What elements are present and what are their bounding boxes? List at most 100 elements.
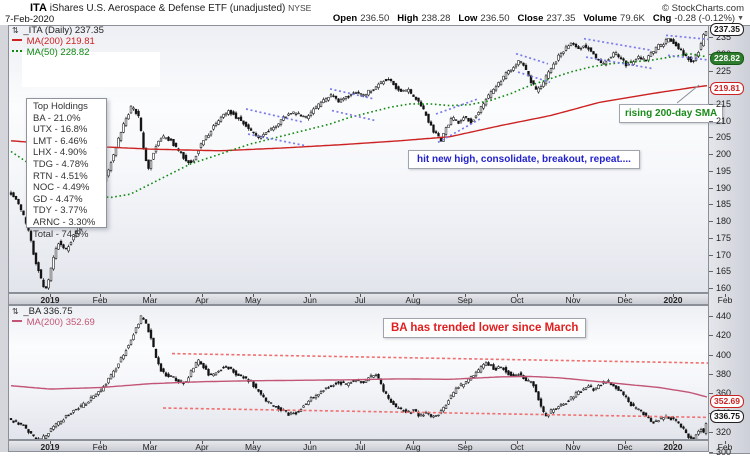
x-axis-month-label: 2019 [40,442,60,452]
ba-trend-annotation: BA has trended lower since March [383,318,587,338]
y-axis-label: 185 [716,199,732,210]
y-axis-label: 225 [716,65,732,76]
y-axis-label: 235 [716,32,732,42]
chart-header: ITA iShares U.S. Aerospace & Defense ETF… [30,2,311,14]
x-axis-tick [50,294,51,297]
price-style-icon: ⇅ [12,26,19,35]
x-axis-tick [625,294,626,297]
x-axis-month-label: Nov [565,442,581,452]
main-ma50-legend: MA(50) 228.82 [26,47,90,58]
y-axis-label: 360 [716,388,732,399]
y-axis-tick [709,103,713,105]
y-axis-tick [709,271,713,273]
y-axis-tick [709,170,713,172]
x-axis-month-label: Jun [303,442,317,452]
x-axis-month-label: 2020 [663,442,683,452]
x-axis-month-label: Apr [195,442,209,452]
y-axis-tick [709,37,713,38]
x-axis-month-label: Jun [303,295,317,305]
quote-value: 79.6K [620,13,645,24]
x-axis-tick [465,441,466,444]
breakout-annotation: hit new high, consolidate, breakout, rep… [408,150,640,169]
y-axis-tick [709,393,713,395]
y-axis-label: 200 [716,149,732,160]
y-axis-tick [709,120,713,122]
x-axis-tick [253,294,254,297]
ma200-line-swatch-icon [12,39,22,41]
x-axis-month-label: Apr [195,295,209,305]
x-axis-tick [50,441,51,444]
x-axis-month-label: May [244,295,262,305]
x-axis-tick [625,441,626,444]
price-axis-column [709,25,750,454]
x-axis-tick [360,441,361,444]
ba-legend: ⇅ _BA 336.75 MA(200) 352.69 [12,307,95,329]
holding-item: TDY - 3.77% [33,205,88,217]
x-axis-tick [725,294,726,297]
x-axis-tick [360,294,361,297]
y-axis-tick [709,187,713,189]
quote-summary: Open 236.50 High 238.28 Low 236.50 Close 237.35… [325,13,744,24]
y-axis-tick [709,204,713,206]
y-axis-label: 170 [716,249,732,260]
x-axis-tick [202,441,203,444]
main-symbol-legend: _ITA (Daily) 237.35 [23,25,104,36]
price-tag: 237.35 [710,23,744,37]
x-axis-month-label: Feb [92,295,108,305]
y-axis-tick [709,451,713,453]
y-axis-label: 300 [716,446,732,457]
exchange-label: NYSE [288,3,312,13]
x-axis-month-label: Aug [405,295,421,305]
holding-item: LMT - 6.46% [33,135,88,147]
quote-label: Open [332,13,358,24]
ba-symbol-legend: _BA 336.75 [23,306,73,317]
left-margin-strip [0,25,8,452]
x-axis-month-label: Aug [405,442,421,452]
x-axis-tick [310,294,311,297]
y-axis-label: 180 [716,216,732,227]
x-axis-month-label: Sep [457,295,473,305]
y-axis-label: 400 [716,349,732,360]
holding-item: UTX - 16.8% [33,124,88,136]
x-axis-tick [517,294,518,297]
x-axis-month-label: Feb [717,442,733,452]
ticker-symbol: ITA [30,2,47,14]
y-axis-label: 420 [716,330,732,341]
y-axis-label: 160 [716,283,732,293]
y-axis-label: 205 [716,132,732,143]
holding-item: LHX - 4.90% [33,147,87,159]
x-axis-tick [573,294,574,297]
x-axis-tick [465,294,466,297]
y-axis-tick [709,288,713,289]
holding-item: GD - 4.47% [33,193,83,205]
ba-x-axis-strip [8,440,709,452]
quote-value: -0.28 (-0.12%) [674,13,736,24]
y-axis-label: 190 [716,182,732,193]
x-axis-tick [150,441,151,444]
ba-plot-area[interactable] [8,305,709,440]
y-axis-label: 210 [716,115,732,126]
quote-value: 236.50 [360,13,390,24]
x-axis-tick [413,294,414,297]
y-axis-tick [709,221,713,223]
x-axis-tick [202,294,203,297]
holding-item: BA - 21.0% [33,112,81,124]
main-ma200-legend: MA(200) 219.81 [26,36,95,47]
x-axis-tick [725,441,726,444]
quote-label: Low [458,13,478,24]
x-axis-month-label: Dec [617,295,633,305]
x-axis-month-label: Sep [457,442,473,452]
y-axis-label: 440 [716,310,732,321]
y-axis-label: 195 [716,165,732,176]
x-axis-month-label: Oct [510,295,524,305]
y-axis-tick [709,432,713,434]
security-name: iShares U.S. Aerospace & Defense ETF (un… [49,3,286,14]
x-axis-month-label: Feb [717,295,733,305]
price-tag: 219.81 [710,81,744,95]
y-axis-label: 320 [716,427,732,438]
y-axis-tick [709,237,713,239]
top-holdings-box: Top Holdings BA - 21.0% UTX - 16.8% LMT - … [26,98,107,240]
y-axis-tick [709,70,713,72]
x-axis-month-label: 2020 [663,295,683,305]
y-axis-tick [709,374,713,375]
